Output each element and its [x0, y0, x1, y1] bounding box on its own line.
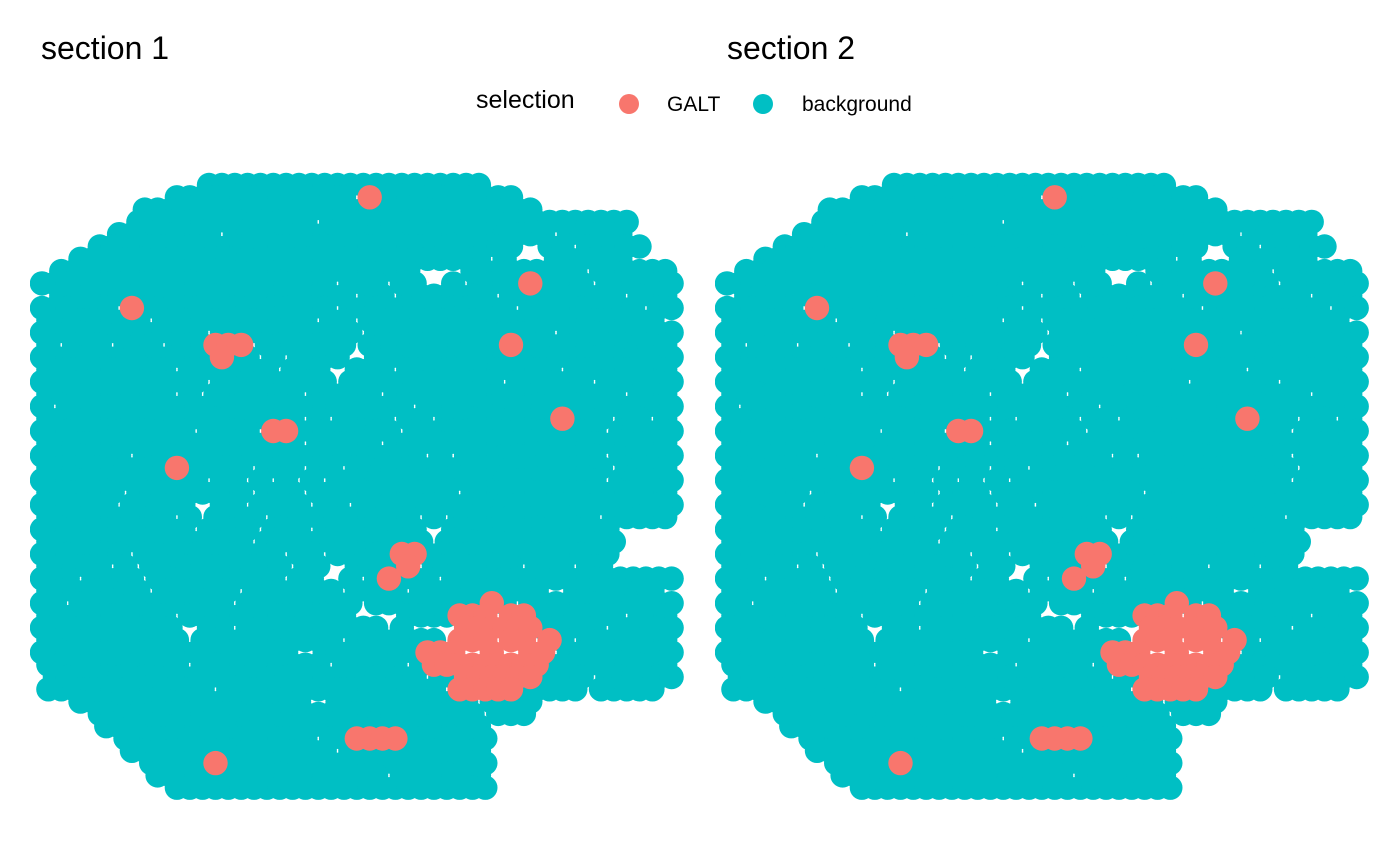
galt-spot — [376, 566, 402, 591]
galt-spot — [229, 332, 254, 358]
background-spot — [659, 664, 684, 690]
galt-spot — [518, 271, 543, 296]
background-spot — [1312, 234, 1337, 259]
galt-spot — [164, 455, 190, 481]
background-spot — [1158, 775, 1183, 800]
panel-title-section-2: section 2 — [727, 30, 855, 66]
background-spot — [1344, 664, 1369, 690]
background-spot — [627, 234, 652, 259]
background-spot — [1338, 504, 1363, 530]
galt-spot — [888, 750, 913, 776]
galt-spot — [1042, 185, 1067, 210]
legend-title: selection — [476, 86, 575, 114]
background-spot — [325, 345, 350, 370]
background-spot — [511, 701, 537, 727]
galt-spot — [518, 664, 543, 690]
background-spot — [473, 775, 498, 800]
series-background-spots — [715, 172, 1369, 800]
galt-spot — [804, 295, 830, 321]
galt-spot — [1081, 554, 1106, 579]
galt-spot — [203, 750, 228, 776]
galt-spot — [550, 406, 575, 431]
background-spot — [659, 566, 684, 591]
galt-spot — [1061, 566, 1087, 591]
galt-spot — [273, 418, 299, 444]
galt-spot — [1203, 271, 1228, 296]
background-spot — [1106, 504, 1132, 530]
galt-spot — [914, 332, 939, 358]
background-spot — [1010, 345, 1035, 370]
panel-section-1 — [30, 172, 684, 800]
background-spot — [640, 677, 665, 702]
background-spot — [659, 295, 684, 321]
background-spot — [1344, 566, 1369, 591]
galt-spot — [894, 345, 920, 370]
galt-spot — [498, 332, 524, 358]
galt-spot — [209, 345, 235, 370]
galt-spot — [383, 726, 408, 751]
galt-spot — [849, 455, 875, 481]
background-spot — [563, 677, 588, 702]
galt-spot — [119, 295, 145, 321]
galt-spot — [1183, 677, 1209, 702]
galt-spot — [1203, 664, 1228, 690]
series-background-spots — [30, 172, 684, 800]
background-spot — [1248, 677, 1273, 702]
legend: selection GALT background — [476, 86, 912, 116]
background-spot — [1344, 295, 1369, 321]
galt-spot — [396, 554, 421, 579]
legend-label-background: background — [802, 93, 912, 116]
panel-section-2 — [715, 172, 1369, 800]
background-spot — [421, 504, 447, 530]
galt-spot — [357, 185, 382, 210]
galt-spot — [498, 677, 524, 702]
legend-key-galt — [619, 94, 639, 114]
galt-spot — [1068, 726, 1093, 751]
background-spot — [1196, 701, 1222, 727]
galt-spot — [1235, 406, 1260, 431]
galt-spot — [1183, 332, 1209, 358]
series-galt-spots — [804, 185, 1260, 776]
series-galt-spots — [119, 185, 575, 776]
legend-label-galt: GALT — [667, 93, 720, 116]
background-spot — [653, 504, 678, 530]
panel-title-section-1: section 1 — [41, 30, 169, 66]
galt-spot — [958, 418, 984, 444]
legend-key-background — [753, 94, 773, 114]
background-spot — [1325, 677, 1350, 702]
